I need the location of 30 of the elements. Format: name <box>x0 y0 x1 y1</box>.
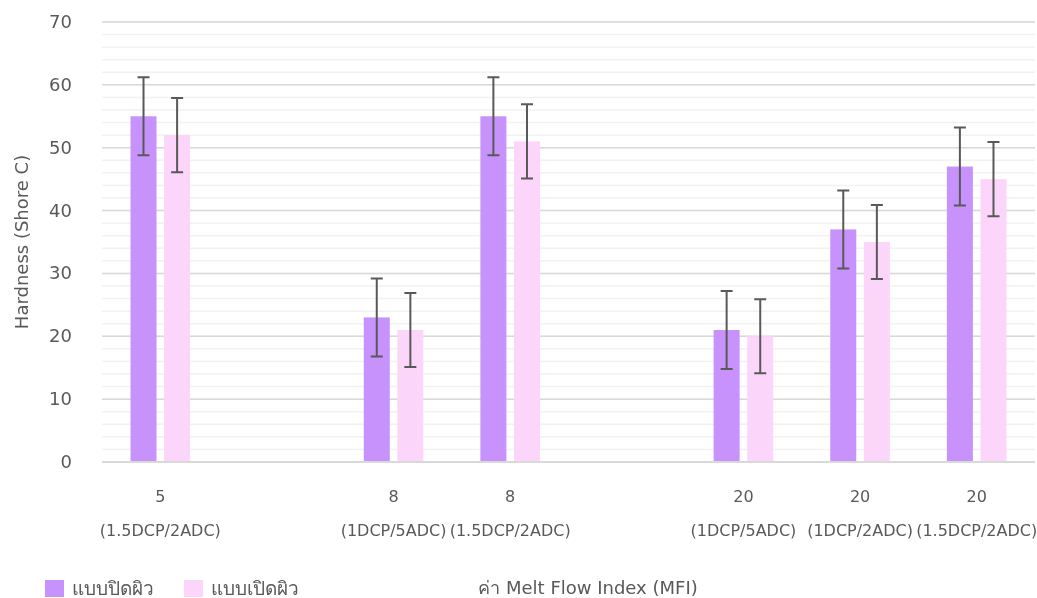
y-tick-label: 60 <box>49 73 72 95</box>
x-axis-title: ค่า Melt Flow Index (MFI) <box>478 577 698 598</box>
x-tick-label: 8 (1.5DCP/2ADC) <box>449 487 571 540</box>
bar <box>980 179 1007 462</box>
y-axis-title: Hardness (Shore C) <box>11 154 32 330</box>
legend-label: แบบปิดผิว <box>72 577 154 598</box>
y-tick-label: 30 <box>49 262 72 284</box>
bar <box>747 336 774 462</box>
bar <box>130 116 157 462</box>
y-tick-label: 40 <box>49 199 72 221</box>
bar <box>863 242 890 462</box>
y-tick-label: 70 <box>49 11 72 32</box>
bar <box>830 229 857 462</box>
x-tick-label: 5 (1.5DCP/2ADC) <box>99 487 221 540</box>
bar <box>480 116 507 462</box>
bar <box>397 330 424 462</box>
y-tick-label: 50 <box>49 136 72 158</box>
bar <box>363 317 390 462</box>
bar <box>713 330 740 462</box>
bar <box>164 135 191 462</box>
y-tick-label: 0 <box>60 451 72 472</box>
bar <box>946 166 973 462</box>
x-tick-label: 8 (1DCP/5ADC) <box>340 487 447 540</box>
x-tick-label: 20 (1DCP/2ADC) <box>807 487 913 540</box>
x-tick-label: 20 (1.5DCP/2ADC) <box>916 487 1037 540</box>
y-tick-label: 20 <box>49 325 72 347</box>
bar <box>513 141 540 462</box>
y-tick-label: 10 <box>49 388 72 410</box>
legend-label: แบบเปิดผิว <box>211 577 299 598</box>
x-tick-label: 20 (1DCP/5ADC) <box>690 487 797 540</box>
